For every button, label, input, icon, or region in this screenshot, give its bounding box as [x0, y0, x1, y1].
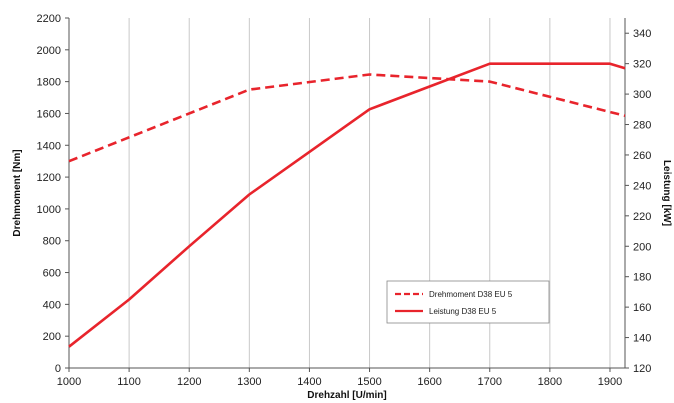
- y2-tick-label: 220: [633, 211, 651, 223]
- legend: Drehmoment D38 EU 5 Leistung D38 EU 5: [386, 280, 550, 324]
- x-tick-label: 1600: [417, 376, 441, 388]
- y-tick-label: 1000: [37, 204, 61, 216]
- y-tick-label: 1400: [37, 140, 61, 152]
- x-tick-label: 1200: [177, 376, 201, 388]
- y-tick-label: 2000: [37, 45, 61, 57]
- y2-tick-label: 200: [633, 241, 651, 253]
- x-tick-label: 1300: [237, 376, 261, 388]
- y2-tick-label: 240: [633, 180, 651, 192]
- y-tick-label: 1200: [37, 172, 61, 184]
- series-layer: [68, 62, 626, 348]
- y-tick-label: 0: [55, 363, 61, 375]
- y2-tick-label: 280: [633, 120, 651, 132]
- series-line-torque: [68, 73, 626, 163]
- x-tick-label: 1700: [478, 376, 502, 388]
- x-tick-label: 1500: [357, 376, 381, 388]
- y2-tick-label: 160: [633, 302, 651, 314]
- series-line-power: [68, 62, 626, 348]
- y-tick-label: 1800: [37, 77, 61, 89]
- y2-axis-title: Leistung [kW]: [661, 160, 672, 226]
- y-tick-label: 1600: [37, 108, 61, 120]
- y2-tick-label: 140: [633, 333, 651, 345]
- legend-label-torque: Drehmoment D38 EU 5: [429, 290, 513, 299]
- y2-tick-label: 120: [633, 363, 651, 375]
- y-tick-label: 800: [43, 236, 61, 248]
- y-tick-label: 2200: [37, 13, 61, 25]
- y-tick-label: 200: [43, 331, 61, 343]
- legend-box: [386, 280, 550, 324]
- x-tick-label: 1800: [538, 376, 562, 388]
- x-tick-label: 1100: [117, 376, 141, 388]
- x-tick-label: 1000: [57, 376, 81, 388]
- y-tick-label: 600: [43, 268, 61, 280]
- x-tick-label: 1900: [598, 376, 622, 388]
- y2-tick-label: 340: [633, 28, 651, 40]
- y2-tick-label: 180: [633, 272, 651, 284]
- tick-layer: 1000 1100 1200 1300 1400 1500 1600 1700 1800 1900…: [37, 13, 652, 388]
- y-axis-title: Drehmoment [Nm]: [12, 149, 23, 236]
- y-tick-label: 400: [43, 299, 61, 311]
- x-axis-title: Drehzahl [U/min]: [307, 390, 386, 401]
- y2-tick-label: 320: [633, 59, 651, 71]
- grid-layer: [128, 18, 611, 368]
- x-tick-label: 1400: [297, 376, 321, 388]
- y2-tick-label: 260: [633, 150, 651, 162]
- y2-tick-label: 300: [633, 89, 651, 101]
- legend-label-power: Leistung D38 EU 5: [429, 307, 497, 316]
